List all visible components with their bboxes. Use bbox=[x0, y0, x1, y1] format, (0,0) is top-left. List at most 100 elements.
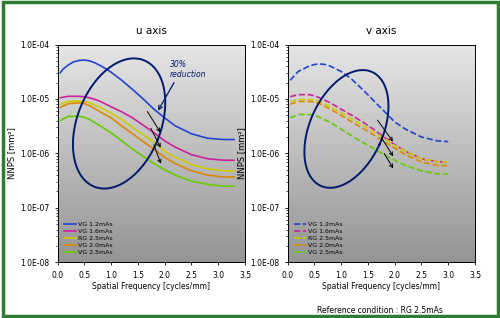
Bar bbox=[288, 95, 475, 99]
Bar bbox=[58, 103, 245, 106]
Bar bbox=[58, 45, 245, 48]
Bar bbox=[288, 193, 475, 197]
Bar bbox=[58, 190, 245, 193]
Bar bbox=[58, 179, 245, 183]
Bar bbox=[58, 132, 245, 135]
Bar bbox=[288, 233, 475, 237]
Bar bbox=[58, 222, 245, 226]
Bar bbox=[288, 55, 475, 59]
Bar bbox=[288, 190, 475, 193]
Bar bbox=[58, 175, 245, 179]
Bar bbox=[288, 197, 475, 201]
Text: u axis: u axis bbox=[136, 26, 166, 36]
Bar bbox=[288, 52, 475, 55]
Bar bbox=[58, 142, 245, 146]
Bar bbox=[58, 117, 245, 121]
Text: v axis: v axis bbox=[366, 26, 396, 36]
Bar bbox=[58, 230, 245, 233]
Bar bbox=[288, 259, 475, 262]
Bar bbox=[58, 153, 245, 157]
Bar bbox=[288, 219, 475, 222]
Bar bbox=[288, 153, 475, 157]
Bar bbox=[58, 252, 245, 255]
Bar bbox=[288, 59, 475, 63]
Bar bbox=[58, 92, 245, 95]
Bar bbox=[58, 135, 245, 139]
Bar bbox=[58, 164, 245, 168]
Bar bbox=[58, 52, 245, 55]
Bar bbox=[58, 66, 245, 70]
Bar bbox=[288, 146, 475, 150]
Bar bbox=[58, 215, 245, 219]
Bar bbox=[58, 81, 245, 85]
Bar bbox=[58, 240, 245, 244]
Bar bbox=[58, 168, 245, 172]
Bar bbox=[288, 164, 475, 168]
Bar bbox=[288, 161, 475, 164]
Bar bbox=[58, 255, 245, 259]
Bar bbox=[288, 48, 475, 52]
Bar bbox=[58, 55, 245, 59]
Bar bbox=[288, 183, 475, 186]
Bar bbox=[288, 204, 475, 208]
Bar bbox=[288, 85, 475, 88]
Bar bbox=[288, 114, 475, 117]
Bar bbox=[288, 110, 475, 114]
Bar bbox=[288, 128, 475, 132]
Bar bbox=[288, 175, 475, 179]
Bar bbox=[288, 99, 475, 103]
Bar bbox=[288, 172, 475, 175]
Bar bbox=[58, 233, 245, 237]
Bar bbox=[58, 183, 245, 186]
Bar bbox=[288, 168, 475, 172]
Bar bbox=[288, 88, 475, 92]
Bar bbox=[288, 201, 475, 204]
Bar bbox=[288, 244, 475, 248]
Bar bbox=[288, 157, 475, 161]
Bar bbox=[58, 139, 245, 142]
Bar bbox=[58, 226, 245, 230]
Bar bbox=[58, 77, 245, 81]
Legend: VG 1.2mAs, VG 1.6mAs, RG 2.5mAs, VG 2.0mAs, VG 2.5mAs: VG 1.2mAs, VG 1.6mAs, RG 2.5mAs, VG 2.0m… bbox=[294, 222, 342, 255]
Bar bbox=[288, 222, 475, 226]
Bar bbox=[58, 85, 245, 88]
Bar bbox=[58, 99, 245, 103]
Bar bbox=[58, 121, 245, 124]
Bar bbox=[288, 124, 475, 128]
Bar bbox=[58, 172, 245, 175]
Bar bbox=[58, 128, 245, 132]
Bar bbox=[288, 142, 475, 146]
Y-axis label: NNPS [mm²]: NNPS [mm²] bbox=[7, 128, 16, 179]
Bar bbox=[58, 95, 245, 99]
Bar bbox=[288, 252, 475, 255]
Bar bbox=[288, 121, 475, 124]
Bar bbox=[58, 48, 245, 52]
Bar bbox=[288, 81, 475, 85]
Bar bbox=[288, 211, 475, 215]
Bar bbox=[58, 110, 245, 114]
Bar bbox=[288, 106, 475, 110]
Bar bbox=[288, 255, 475, 259]
Bar bbox=[58, 193, 245, 197]
Text: Reference condition : RG 2.5mAs: Reference condition : RG 2.5mAs bbox=[317, 306, 443, 315]
Bar bbox=[288, 215, 475, 219]
Bar bbox=[58, 186, 245, 190]
Bar bbox=[288, 230, 475, 233]
Bar bbox=[58, 59, 245, 63]
Bar bbox=[58, 219, 245, 222]
Bar bbox=[288, 45, 475, 48]
Bar bbox=[58, 73, 245, 77]
Bar bbox=[288, 73, 475, 77]
Bar bbox=[58, 248, 245, 252]
Bar bbox=[58, 244, 245, 248]
Bar bbox=[58, 114, 245, 117]
Bar bbox=[288, 77, 475, 81]
Bar bbox=[58, 201, 245, 204]
Bar bbox=[288, 117, 475, 121]
Bar bbox=[58, 106, 245, 110]
Bar bbox=[58, 237, 245, 240]
Bar bbox=[58, 204, 245, 208]
Bar bbox=[58, 211, 245, 215]
Bar bbox=[288, 237, 475, 240]
Bar bbox=[58, 70, 245, 73]
